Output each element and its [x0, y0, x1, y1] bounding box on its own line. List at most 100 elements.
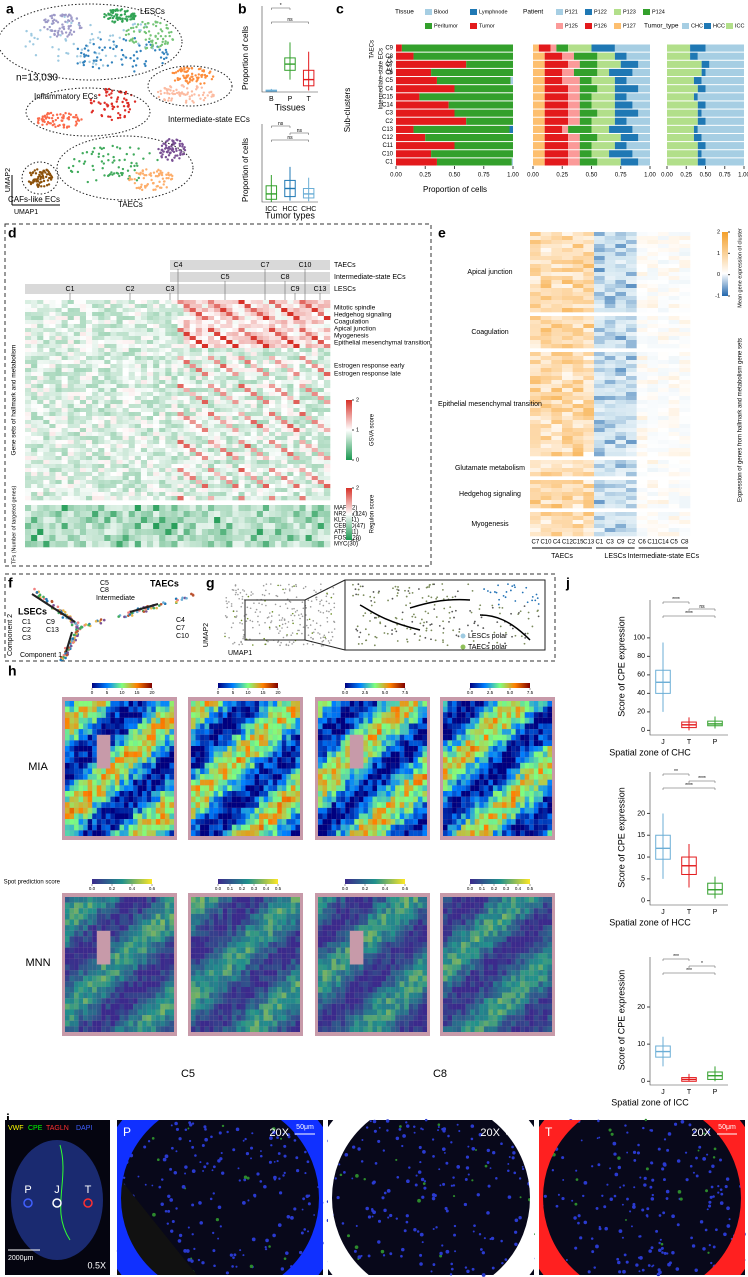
- heatmap-cell: [540, 320, 552, 325]
- heatmap-cell: [61, 304, 68, 309]
- heatmap-cell: [177, 396, 184, 401]
- heatmap-cell: [615, 440, 627, 445]
- heatmap-cell: [323, 320, 331, 325]
- heatmap-cell: [177, 511, 184, 518]
- heatmap-cell: [275, 380, 282, 385]
- heatmap-cell: [636, 396, 648, 401]
- cell-point: [167, 31, 171, 34]
- heatmap-cell: [25, 444, 32, 449]
- heatmap-cell: [110, 304, 117, 309]
- heatmap-cell: [220, 412, 227, 417]
- heatmap-cell: [604, 252, 616, 257]
- cell-point: [166, 27, 170, 30]
- heatmap-cell: [37, 340, 44, 345]
- heatmap-cell: [73, 352, 81, 357]
- heatmap-cell: [183, 424, 190, 429]
- heatmap-cell: [287, 523, 294, 530]
- cell-point: [51, 114, 55, 117]
- cell-point: [147, 30, 151, 33]
- heatmap-cell: [128, 392, 136, 397]
- heatmap-cell: [79, 308, 87, 313]
- stacked-bar-segment: [431, 68, 513, 77]
- heatmap-cell: [530, 252, 541, 257]
- heatmap-cell: [61, 308, 68, 313]
- cell-point: [181, 145, 184, 148]
- heatmap-cell: [293, 412, 300, 417]
- heatmap-cell: [317, 535, 325, 542]
- heatmap-cell: [256, 460, 264, 465]
- heatmap-cell: [128, 380, 136, 385]
- stacked-bar-segment: [568, 101, 580, 109]
- heatmap-cell: [323, 388, 331, 393]
- heatmap-cell: [49, 505, 56, 512]
- heatmap-cell: [43, 428, 50, 433]
- heatmap-cell: [281, 440, 288, 445]
- cell-point: [156, 37, 159, 41]
- heatmap-cell: [165, 332, 172, 337]
- heatmap-cell: [250, 392, 258, 397]
- heatmap-cell: [311, 380, 319, 385]
- heatmap-cell: [323, 372, 331, 377]
- heatmap-cell: [177, 316, 184, 321]
- heatmap-cell: [679, 428, 691, 433]
- heatmap-cell: [305, 456, 312, 461]
- heatmap-cell: [195, 356, 203, 361]
- heatmap-cell: [647, 344, 659, 349]
- heatmap-cell: [232, 444, 239, 449]
- heatmap-cell: [323, 468, 331, 473]
- stacked-bar-segment: [579, 101, 592, 109]
- heatmap-cell: [122, 340, 129, 345]
- heatmap-cell: [679, 268, 691, 273]
- heatmap-cell: [195, 468, 203, 473]
- heatmap-cell: [140, 440, 148, 445]
- heatmap-cell: [668, 232, 680, 237]
- heatmap-cell: [43, 496, 50, 501]
- heatmap-cell: [31, 496, 38, 501]
- heatmap-cell: [67, 372, 75, 377]
- heatmap-cell: [208, 440, 215, 445]
- heatmap-cell: [153, 420, 160, 425]
- heatmap-cell: [189, 332, 197, 337]
- heatmap-cell: [73, 440, 81, 445]
- heatmap-cell: [122, 316, 129, 321]
- heatmap-cell: [92, 336, 99, 341]
- stacked-bar-segment: [697, 125, 744, 133]
- heatmap-cell: [73, 408, 81, 413]
- y-tick-label: C4: [385, 86, 393, 92]
- heatmap-cell: [49, 464, 56, 469]
- heatmap-cell: [668, 440, 680, 445]
- heatmap-cell: [238, 344, 245, 349]
- heatmap-cell: [262, 392, 270, 397]
- heatmap-cell: [615, 328, 627, 333]
- heatmap-cell: [226, 472, 233, 477]
- cell-point: [121, 53, 125, 57]
- colorbar-tick-label: 1: [356, 511, 359, 517]
- heatmap-cell: [98, 424, 105, 429]
- heatmap-cell: [79, 396, 87, 401]
- heatmap-cell: [79, 352, 87, 357]
- heatmap-cell: [562, 440, 573, 445]
- heatmap-cell: [43, 308, 50, 313]
- stacked-bar-segment: [579, 142, 592, 150]
- heatmap-cell: [604, 332, 616, 337]
- heatmap-cell: [61, 456, 68, 461]
- heatmap-cell: [615, 400, 627, 405]
- heatmap-cell: [43, 432, 50, 437]
- heatmap-cell: [201, 432, 209, 437]
- heatmap-cell: [299, 344, 306, 349]
- heatmap-cell: [92, 529, 99, 536]
- x-tick-label: 0.00: [390, 173, 402, 179]
- stacked-bar-segment: [568, 109, 580, 117]
- heatmap-cell: [323, 484, 331, 489]
- heatmap-cell: [61, 368, 68, 373]
- cell-point: [129, 57, 132, 60]
- heatmap-cell: [86, 388, 93, 393]
- heatmap-cell: [626, 292, 637, 297]
- stacked-bar-segment: [510, 77, 513, 85]
- heatmap-cell: [594, 244, 605, 249]
- heatmap-cell: [147, 304, 154, 309]
- heatmap-cell: [183, 468, 190, 473]
- heatmap-cell: [275, 480, 282, 485]
- heatmap-cell: [615, 380, 627, 385]
- stacked-bar-segment: [609, 150, 633, 158]
